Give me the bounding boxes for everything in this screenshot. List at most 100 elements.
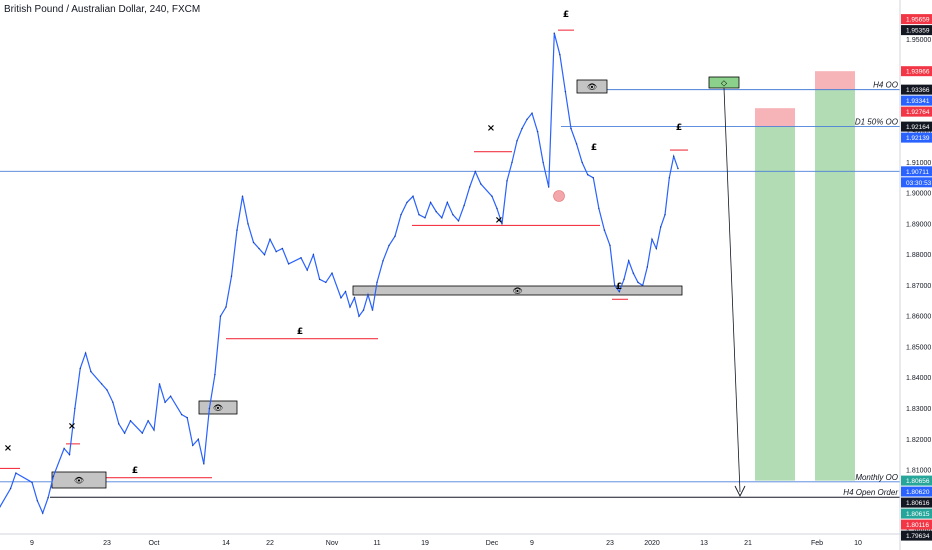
pound-marker: £ (297, 327, 303, 337)
price-point (632, 272, 635, 274)
price-point (382, 260, 384, 262)
eye-icon: 👁 (587, 83, 597, 92)
price-badge-label: 1.80620 (906, 489, 930, 496)
price-point (501, 223, 503, 225)
price-point (192, 444, 194, 447)
price-point (548, 186, 550, 188)
price-point (367, 293, 369, 296)
price-badge-label: 1.93341 (906, 98, 930, 105)
price-point (655, 247, 658, 250)
price-point (180, 413, 183, 416)
price-point (106, 389, 108, 391)
pound-marker: £ (591, 143, 597, 153)
price-point (318, 278, 321, 281)
x-tick-label: 22 (266, 540, 274, 547)
price-point (247, 223, 249, 225)
y-tick-label: 1.87000 (906, 283, 931, 290)
cross-marker: × (4, 443, 12, 454)
price-point (526, 118, 528, 121)
price-point (203, 463, 205, 465)
price-point (47, 497, 49, 499)
price-point (446, 201, 449, 204)
price-point (457, 220, 460, 222)
price-point (646, 266, 649, 268)
price-point (312, 253, 315, 256)
price-point (100, 383, 103, 385)
price-badge-label: 1.92139 (906, 135, 930, 142)
price-point (269, 238, 271, 241)
order-block-box (198, 400, 238, 415)
price-badge (901, 497, 932, 508)
order-block-box (576, 79, 608, 94)
price-badge-label: 1.80616 (906, 500, 930, 507)
price-point (300, 257, 302, 259)
price-point (474, 170, 476, 173)
price-badge (901, 508, 932, 519)
price-point (164, 401, 166, 404)
y-tick-label: 1.83000 (906, 406, 931, 413)
price-point (637, 281, 639, 284)
y-tick-label: 1.91000 (906, 160, 931, 167)
highlight-circle (553, 190, 565, 202)
price-point (275, 250, 277, 253)
price-badge-label: 1.95359 (906, 28, 930, 35)
price-point (412, 195, 414, 197)
price-point (42, 512, 44, 514)
price-point (362, 309, 365, 311)
chart-title: British Pound / Australian Dollar, 240, … (4, 4, 200, 15)
price-point (618, 290, 621, 293)
arrow-head (734, 485, 746, 498)
price-point (84, 352, 87, 354)
price-point (463, 204, 465, 207)
price-point (358, 315, 360, 317)
price-point (511, 161, 513, 164)
price-badge (901, 530, 932, 541)
price-point (9, 487, 12, 490)
price-point (598, 207, 600, 210)
pound-marker: £ (563, 10, 569, 20)
price-point (63, 447, 65, 450)
price-point (236, 229, 238, 231)
pound-marker: £ (132, 466, 138, 476)
level-label: Monthly OO (855, 473, 898, 482)
price-point (406, 201, 408, 204)
price-point (306, 269, 308, 271)
price-badge (901, 166, 932, 177)
price-badge (901, 475, 932, 486)
price-badge-label: 1.93966 (906, 69, 930, 76)
y-tick-label: 1.84000 (906, 375, 931, 382)
price-badge-label: 1.80116 (906, 522, 929, 529)
take-profit-zone (755, 126, 795, 481)
price-point (613, 284, 616, 287)
price-point (263, 253, 266, 256)
price-point (241, 195, 244, 197)
price-point (531, 112, 533, 114)
x-tick-label: 9 (530, 540, 534, 547)
y-tick-label: 1.82000 (906, 437, 931, 444)
y-tick-label: 1.88000 (906, 252, 931, 259)
cross-marker: × (495, 215, 503, 226)
stop-loss-zone (755, 108, 795, 127)
price-point (587, 174, 589, 176)
price-point (677, 167, 679, 170)
price-point (123, 432, 126, 434)
pound-marker: £ (676, 123, 682, 133)
price-badge-label: 1.92164 (906, 124, 930, 131)
price-point (153, 429, 155, 431)
y-tick-label: 1.81000 (906, 468, 931, 475)
price-point (496, 207, 498, 210)
price-point (623, 278, 625, 281)
price-point (129, 420, 132, 422)
price-point (118, 423, 120, 425)
price-point (331, 272, 333, 274)
eye-icon: 👁 (213, 404, 223, 413)
price-point (169, 395, 172, 397)
x-tick-label: 10 (854, 540, 862, 547)
price-point (0, 506, 1, 508)
price-point (435, 210, 437, 213)
price-point (112, 401, 114, 404)
x-tick-label: 11 (373, 540, 380, 547)
price-point (664, 214, 666, 216)
price-badge-label: 1.90711 (906, 169, 929, 176)
